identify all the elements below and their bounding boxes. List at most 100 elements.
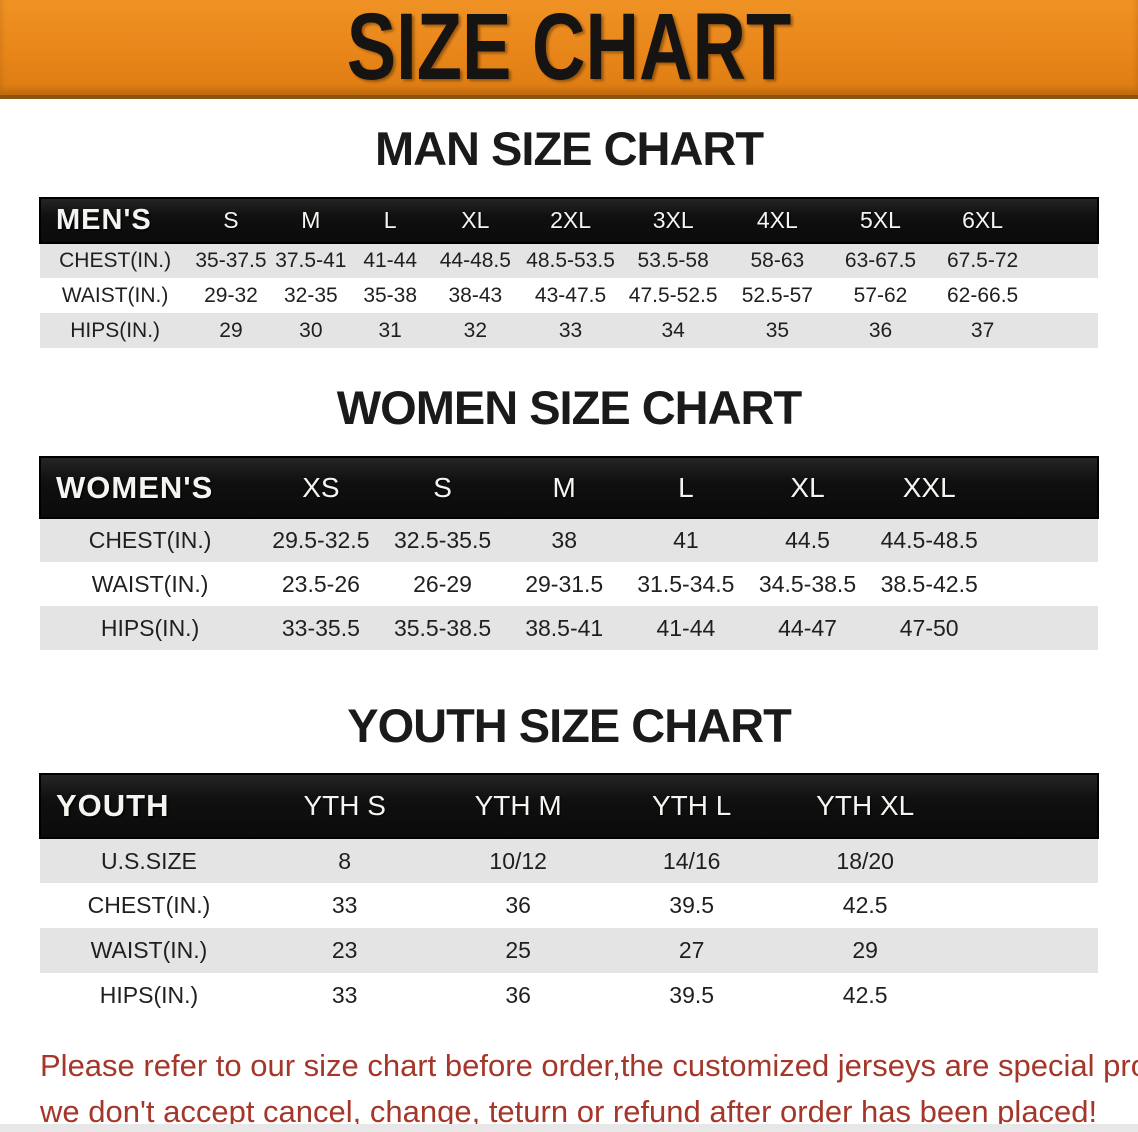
- youth-size-table: YOUTH YTH S YTH M YTH L YTH XL U.S.SIZE 8 10/12…: [39, 773, 1100, 1018]
- measurement-row: WAIST(IN.) 29-32 32-35 35-38 38-43 43-47.5 47.…: [40, 278, 1098, 313]
- measurement-value: 31.5-34.5: [637, 570, 735, 597]
- measurement-value: 42.5: [842, 982, 888, 1008]
- measurement-value: 42.5: [842, 892, 888, 918]
- size-column-header: 5XL: [829, 197, 932, 244]
- section-heading-man: MAN SIZE CHART: [374, 122, 764, 175]
- measurement-value: 29: [852, 937, 878, 963]
- size-column-header: S: [381, 456, 504, 519]
- measurement-value: 33: [558, 318, 583, 342]
- measurement-value: 37: [970, 318, 995, 342]
- measurement-value: 8: [338, 847, 352, 874]
- men-size-table: MEN'S S M L XL 2XL 3XL 4XL 5XL 6XL CHEST(IN.) 35-37…: [38, 197, 1099, 348]
- measurement-row-label: WAIST(IN.): [90, 937, 208, 963]
- measurement-value: 18/20: [836, 847, 894, 874]
- measurement-value: 44-47: [778, 614, 837, 641]
- size-column-header: 6XL: [931, 197, 1034, 244]
- banner: SIZE CHART: [0, 0, 1138, 99]
- measurement-value: 58-63: [750, 249, 805, 272]
- measurement-value: 67.5-72: [946, 249, 1019, 272]
- measurement-value: 26-29: [413, 570, 472, 597]
- size-column-header: YTH L: [604, 773, 779, 839]
- measurement-row-label: HIPS(IN.): [99, 982, 199, 1008]
- measurement-value: 36: [505, 982, 531, 1008]
- measurement-row: U.S.SIZE 8 10/12 14/16 18/20: [40, 838, 1098, 883]
- measurement-row: CHEST(IN.) 35-37.5 37.5-41 41-44 44-48.5 48.5…: [40, 243, 1098, 278]
- measurement-row: HIPS(IN.) 33 36 39.5 42.5: [40, 973, 1098, 1018]
- measurement-value: 38.5-41: [525, 614, 604, 641]
- measurement-value: 52.5-57: [741, 283, 813, 307]
- measurement-value: 37.5-41: [275, 249, 347, 272]
- row-spacer: [1033, 278, 1098, 313]
- size-column-header: YTH XL: [778, 773, 952, 839]
- measurement-value: 27: [678, 937, 705, 963]
- size-column-header: L: [625, 456, 747, 519]
- header-spacer: [951, 773, 1100, 839]
- order-notice-line-2: we don't accept cancel, change, teturn o…: [40, 1094, 1098, 1129]
- measurement-value: 29.5-32.5: [272, 527, 370, 553]
- header-spacer: [1033, 197, 1099, 244]
- measurement-value: 32-35: [283, 283, 338, 307]
- measurement-row: HIPS(IN.) 29 30 31 32 33 34 35 36 37: [40, 313, 1098, 348]
- measurement-value: 31: [378, 318, 402, 342]
- measurement-value: 44-48.5: [439, 249, 511, 272]
- measurement-row: WAIST(IN.) 23 25 27 29: [40, 928, 1098, 973]
- section-heading-women: WOMEN SIZE CHART: [336, 381, 802, 434]
- bottom-edge-strip: [0, 1124, 1138, 1132]
- measurement-value: 23: [331, 937, 358, 963]
- size-column-header: L: [349, 197, 431, 244]
- measurement-value: 48.5-53.5: [526, 249, 615, 272]
- row-spacer: [952, 928, 1098, 973]
- size-column-header: 2XL: [520, 197, 621, 244]
- measurement-row-label: CHEST(IN.): [88, 527, 212, 553]
- measurement-value: 33: [331, 892, 358, 918]
- row-spacer: [952, 883, 1098, 928]
- measurement-value: 35-38: [363, 283, 418, 307]
- measurement-value: 41-44: [656, 614, 716, 641]
- measurement-value: 35.5-38.5: [393, 614, 492, 641]
- size-column-header: YTH M: [431, 773, 605, 839]
- measurement-value: 35: [765, 318, 790, 342]
- row-spacer: [1033, 243, 1098, 278]
- measurement-value: 38: [551, 527, 578, 553]
- banner-title: SIZE CHART: [346, 0, 792, 100]
- size-column-header: XL: [430, 197, 521, 244]
- size-column-header: YTH S: [257, 773, 432, 839]
- women-size-table: WOMEN'S XS S M L XL XXL CHEST(IN.) 29.5-32.5 32.5…: [38, 456, 1099, 650]
- measurement-value: 36: [505, 892, 531, 918]
- measurement-value: 29: [219, 318, 243, 342]
- measurement-value: 33-35.5: [281, 614, 360, 641]
- measurement-row-label: HIPS(IN.): [70, 318, 161, 342]
- table-group-label: YOUTH: [39, 773, 258, 839]
- measurement-value: 44.5: [785, 527, 830, 553]
- measurement-value: 29-32: [204, 283, 258, 307]
- measurement-value: 10/12: [489, 847, 547, 874]
- measurement-value: 38-43: [448, 283, 503, 307]
- measurement-value: 35-37.5: [195, 249, 267, 272]
- measurement-value: 41-44: [363, 249, 418, 272]
- row-spacer: [952, 838, 1098, 883]
- size-column-header: M: [503, 456, 626, 519]
- measurement-value: 33: [331, 982, 358, 1008]
- size-column-header: 3XL: [620, 197, 726, 244]
- measurement-row-label: CHEST(IN.): [87, 892, 211, 918]
- measurement-value: 47.5-52.5: [628, 283, 718, 307]
- row-spacer: [990, 562, 1098, 606]
- measurement-value: 32: [463, 318, 488, 342]
- table-group-label: WOMEN'S: [38, 456, 261, 519]
- measurement-row-label: U.S.SIZE: [101, 847, 197, 874]
- measurement-value: 30: [299, 318, 323, 342]
- size-column-header: XXL: [868, 456, 991, 519]
- measurement-value: 47-50: [899, 614, 959, 641]
- table-group-label: MEN'S: [38, 197, 191, 244]
- order-notice: Please refer to our size chart before or…: [40, 1043, 1138, 1132]
- size-column-header: M: [271, 197, 350, 244]
- measurement-row-label: WAIST(IN.): [61, 283, 169, 307]
- measurement-value: 62-66.5: [946, 283, 1019, 307]
- measurement-value: 63-67.5: [844, 249, 917, 272]
- row-spacer: [990, 518, 1098, 562]
- measurement-row: CHEST(IN.) 33 36 39.5 42.5: [40, 883, 1098, 928]
- order-notice-line-1: Please refer to our size chart before or…: [40, 1048, 1138, 1083]
- size-column-header: S: [190, 197, 272, 244]
- measurement-value: 41: [673, 527, 699, 553]
- row-spacer: [1033, 313, 1098, 348]
